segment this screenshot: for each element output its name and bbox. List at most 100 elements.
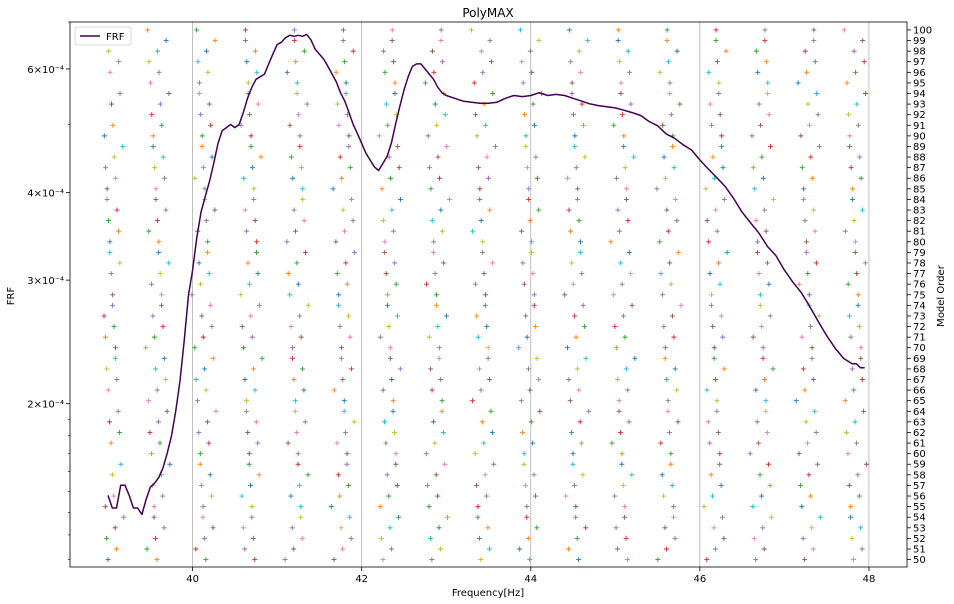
stabilization-marker bbox=[246, 281, 252, 287]
stabilization-marker bbox=[105, 218, 111, 224]
stabilization-marker bbox=[578, 69, 584, 75]
stabilization-marker bbox=[206, 101, 212, 107]
stabilization-marker bbox=[806, 292, 812, 298]
stabilization-marker bbox=[859, 377, 865, 383]
legend-entry-frf: FRF bbox=[106, 32, 125, 43]
stabilization-marker bbox=[576, 387, 582, 393]
stabilization-marker bbox=[804, 69, 810, 75]
stabilization-marker bbox=[297, 313, 303, 319]
stabilization-marker bbox=[527, 48, 533, 54]
stabilization-marker bbox=[251, 186, 257, 192]
stabilization-marker bbox=[566, 377, 572, 383]
stabilization-marker bbox=[571, 482, 577, 488]
stabilization-marker bbox=[199, 482, 205, 488]
stabilization-marker bbox=[475, 334, 481, 340]
stabilization-marker bbox=[534, 525, 540, 531]
stabilization-marker bbox=[475, 514, 481, 520]
stabilization-marker bbox=[661, 324, 667, 330]
y2-tick-label: 75 bbox=[913, 290, 926, 301]
stabilization-marker bbox=[298, 165, 304, 171]
stabilization-marker bbox=[249, 334, 255, 340]
stabilization-marker bbox=[615, 27, 621, 33]
stabilization-marker bbox=[243, 398, 249, 404]
stabilization-marker bbox=[519, 228, 525, 234]
stabilization-marker bbox=[747, 451, 753, 457]
stabilization-marker bbox=[567, 398, 573, 404]
stabilization-marker bbox=[809, 355, 815, 361]
stabilization-marker bbox=[753, 387, 759, 393]
stabilization-marker bbox=[111, 324, 117, 330]
stabilization-marker bbox=[716, 91, 722, 97]
stabilization-marker bbox=[754, 249, 760, 255]
stabilization-marker bbox=[665, 228, 671, 234]
stabilization-marker bbox=[193, 546, 199, 552]
stabilization-marker bbox=[389, 546, 395, 552]
stabilization-marker bbox=[724, 249, 730, 255]
stabilization-marker bbox=[811, 38, 817, 44]
stabilization-marker bbox=[815, 461, 821, 467]
stabilization-marker bbox=[859, 546, 865, 552]
stabilization-marker bbox=[259, 355, 265, 361]
stabilization-marker bbox=[802, 218, 808, 224]
stabilization-marker bbox=[200, 165, 206, 171]
stabilization-marker bbox=[530, 101, 536, 107]
stabilization-marker bbox=[668, 281, 674, 287]
stabilization-marker bbox=[203, 557, 209, 563]
stabilization-marker bbox=[255, 271, 261, 277]
stabilization-marker bbox=[711, 175, 717, 181]
stabilization-marker bbox=[242, 27, 248, 33]
stabilization-marker bbox=[156, 239, 162, 245]
stabilization-marker bbox=[157, 271, 163, 277]
stabilization-marker bbox=[485, 355, 491, 361]
stabilization-marker bbox=[713, 377, 719, 383]
stabilization-marker bbox=[758, 122, 764, 128]
stabilization-marker bbox=[517, 546, 523, 552]
y2-tick-label: 100 bbox=[913, 25, 932, 36]
stabilization-marker bbox=[846, 482, 852, 488]
stabilization-marker bbox=[382, 239, 388, 245]
y2-tick-label: 55 bbox=[913, 502, 926, 513]
stabilization-marker bbox=[671, 504, 677, 510]
stabilization-marker bbox=[516, 345, 522, 351]
stabilization-marker bbox=[380, 387, 386, 393]
stabilization-marker bbox=[797, 482, 803, 488]
stabilization-marker bbox=[531, 302, 537, 308]
stabilization-marker bbox=[710, 324, 716, 330]
stabilization-marker bbox=[254, 249, 260, 255]
y2-tick-label: 76 bbox=[913, 280, 926, 291]
legend-box bbox=[74, 26, 132, 46]
y2-tick-label: 96 bbox=[913, 68, 926, 79]
stabilization-marker bbox=[143, 345, 149, 351]
stabilization-marker bbox=[518, 398, 524, 404]
stabilization-marker bbox=[389, 38, 395, 44]
stabilization-marker bbox=[387, 355, 393, 361]
stabilization-marker bbox=[147, 429, 153, 435]
stabilization-marker bbox=[344, 281, 350, 287]
stabilization-marker bbox=[841, 27, 847, 33]
stabilization-marker bbox=[621, 133, 627, 139]
stabilization-marker bbox=[200, 334, 206, 340]
x-tick-label: 40 bbox=[186, 574, 199, 585]
stabilization-marker bbox=[618, 429, 624, 435]
stabilization-marker bbox=[678, 302, 684, 308]
stabilization-marker bbox=[348, 535, 354, 541]
stabilization-marker bbox=[862, 260, 868, 266]
stabilization-marker bbox=[340, 377, 346, 383]
x-tick-label: 48 bbox=[863, 574, 876, 585]
stabilization-marker bbox=[200, 504, 206, 510]
y2-tick-label: 51 bbox=[913, 544, 926, 555]
stabilization-marker bbox=[474, 313, 480, 319]
stabilization-marker bbox=[194, 27, 200, 33]
stabilization-marker bbox=[389, 27, 395, 33]
stabilization-marker bbox=[443, 313, 449, 319]
stabilization-marker bbox=[253, 419, 259, 425]
stabilization-marker bbox=[210, 525, 216, 531]
stabilization-marker bbox=[442, 461, 448, 467]
stabilization-marker bbox=[662, 345, 668, 351]
stabilization-marker bbox=[246, 461, 252, 467]
stabilization-marker bbox=[334, 271, 340, 277]
stabilization-marker bbox=[295, 451, 301, 457]
stabilization-marker bbox=[662, 525, 668, 531]
stabilization-marker bbox=[476, 535, 482, 541]
stabilization-marker bbox=[335, 472, 341, 478]
